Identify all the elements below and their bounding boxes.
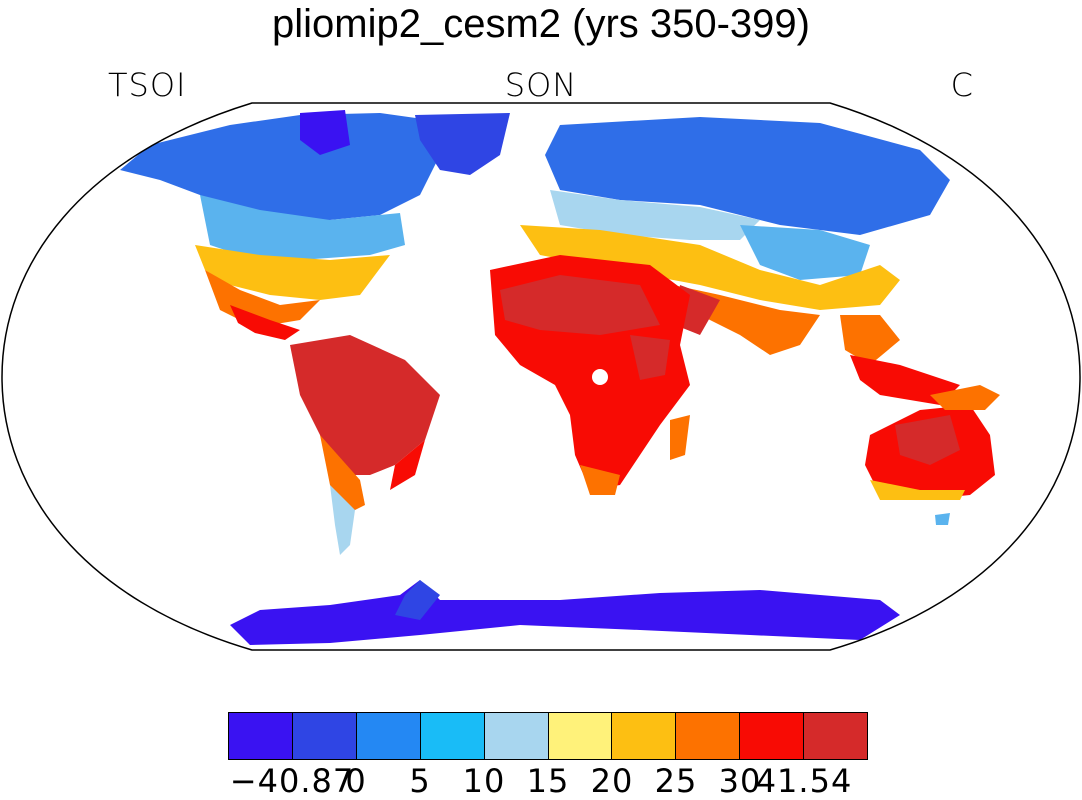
colorbar-label: 25 — [654, 762, 698, 800]
australia-landmass — [865, 385, 1000, 525]
map-title: pliomip2_cesm2 (yrs 350-399) — [271, 2, 810, 46]
units-label: C — [950, 66, 974, 104]
colorbar-label: 0 — [345, 762, 367, 800]
colorbar-label: 10 — [462, 762, 506, 800]
colorbar-label: −40.87 — [229, 762, 355, 800]
colorbar-label: 15 — [526, 762, 570, 800]
season-label: SON — [504, 66, 578, 104]
colorbar-label: 30 — [718, 762, 762, 800]
colorbar-swatch — [740, 713, 805, 759]
colorbar-swatch — [292, 713, 357, 759]
eurasia-landmass — [520, 117, 960, 405]
colorbar-swatch — [229, 713, 293, 759]
south-america-landmass — [290, 335, 440, 555]
colorbar-swatch — [612, 713, 677, 759]
colorbar-swatch — [676, 713, 741, 759]
colorbar — [228, 712, 868, 760]
globe-outline — [1, 102, 1081, 651]
colorbar-label: 20 — [590, 762, 634, 800]
colorbar-swatch — [548, 713, 613, 759]
colorbar-swatch — [356, 713, 421, 759]
colorbar-label: 41.54 — [755, 762, 853, 800]
world-map — [1, 102, 1081, 651]
north-america-landmass — [120, 110, 510, 340]
colorbar-swatch — [484, 713, 549, 759]
colorbar-swatch — [804, 713, 868, 759]
africa-landmass — [490, 255, 690, 495]
antarctica-landmass — [230, 580, 900, 645]
colorbar-swatch — [420, 713, 485, 759]
variable-label: TSOI — [108, 66, 187, 104]
colorbar-label: 5 — [409, 762, 431, 800]
